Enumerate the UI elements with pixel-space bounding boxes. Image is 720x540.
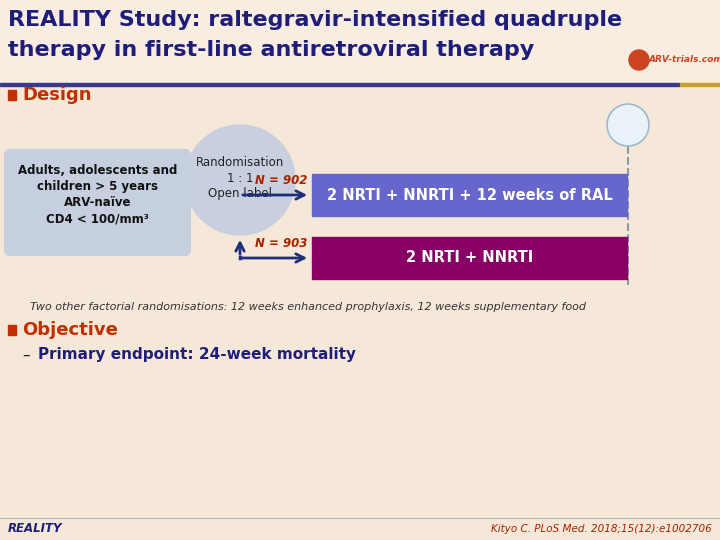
- Text: –: –: [22, 348, 30, 362]
- Circle shape: [185, 125, 295, 235]
- Text: 2 NRTI + NNRTI: 2 NRTI + NNRTI: [406, 251, 533, 266]
- Bar: [680, 83, 720, 86]
- Text: ARV-naïve: ARV-naïve: [64, 196, 131, 209]
- Bar: [0, 90, 720, 480]
- Bar: [0, 0, 720, 85]
- Text: ARV-trials.com: ARV-trials.com: [649, 56, 720, 64]
- Text: W48: W48: [611, 118, 645, 132]
- Text: N = 903: N = 903: [255, 237, 307, 250]
- Text: Primary endpoint: 24-week mortality: Primary endpoint: 24-week mortality: [38, 348, 356, 362]
- Text: REALITY: REALITY: [8, 523, 63, 536]
- Bar: [312, 237, 627, 279]
- FancyBboxPatch shape: [4, 149, 191, 256]
- Bar: [8, 90, 16, 100]
- Text: CD4 < 100/mm³: CD4 < 100/mm³: [46, 212, 149, 225]
- Text: Objective: Objective: [22, 321, 118, 339]
- Text: children > 5 years: children > 5 years: [37, 180, 158, 193]
- Bar: [8, 325, 16, 335]
- Text: N = 902: N = 902: [255, 174, 307, 187]
- Bar: [0, 83, 680, 86]
- Text: Kityo C. PLoS Med. 2018;15(12):e1002706: Kityo C. PLoS Med. 2018;15(12):e1002706: [491, 524, 712, 534]
- Text: REALITY Study: raltegravir-intensified quadruple: REALITY Study: raltegravir-intensified q…: [8, 10, 622, 30]
- Bar: [312, 174, 627, 216]
- Text: Open label: Open label: [208, 186, 272, 199]
- Text: Design: Design: [22, 86, 91, 104]
- Circle shape: [629, 50, 649, 70]
- Circle shape: [607, 104, 649, 146]
- Text: Adults, adolescents and: Adults, adolescents and: [18, 164, 177, 177]
- Text: 2 NRTI + NNRTI + 12 weeks of RAL: 2 NRTI + NNRTI + 12 weeks of RAL: [327, 187, 613, 202]
- Text: therapy in first-line antiretroviral therapy: therapy in first-line antiretroviral the…: [8, 40, 534, 60]
- Text: Randomisation: Randomisation: [196, 157, 284, 170]
- Text: 1 : 1: 1 : 1: [227, 172, 253, 185]
- Text: Two other factorial randomisations: 12 weeks enhanced prophylaxis, 12 weeks supp: Two other factorial randomisations: 12 w…: [30, 302, 586, 312]
